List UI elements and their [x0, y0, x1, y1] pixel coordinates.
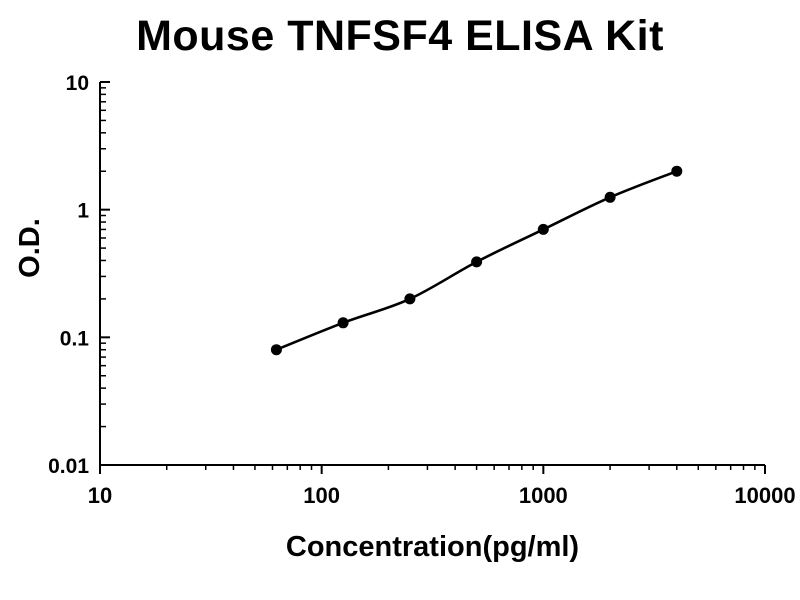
x-tick-label: 100 [303, 483, 340, 508]
chart-title: Mouse TNFSF4 ELISA Kit [136, 12, 664, 60]
x-tick-label: 10000 [734, 483, 795, 508]
x-tick-label: 1000 [519, 483, 568, 508]
data-point-marker [337, 317, 349, 329]
y-tick-label: 10 [66, 72, 89, 95]
x-tick-label: 10 [88, 483, 112, 508]
data-point-marker [604, 191, 616, 203]
data-point-marker [270, 344, 282, 356]
data-point-marker [471, 256, 483, 268]
y-axis-label: O.D. [14, 218, 46, 278]
y-tick-label: 0.01 [48, 455, 89, 478]
data-point-marker [537, 223, 549, 235]
y-tick-label: 0.1 [60, 327, 90, 350]
x-axis-label: Concentration(pg/ml) [285, 531, 580, 563]
y-tick-label: 1 [77, 200, 89, 223]
data-point-marker [404, 293, 416, 305]
data-point-marker [671, 165, 683, 177]
